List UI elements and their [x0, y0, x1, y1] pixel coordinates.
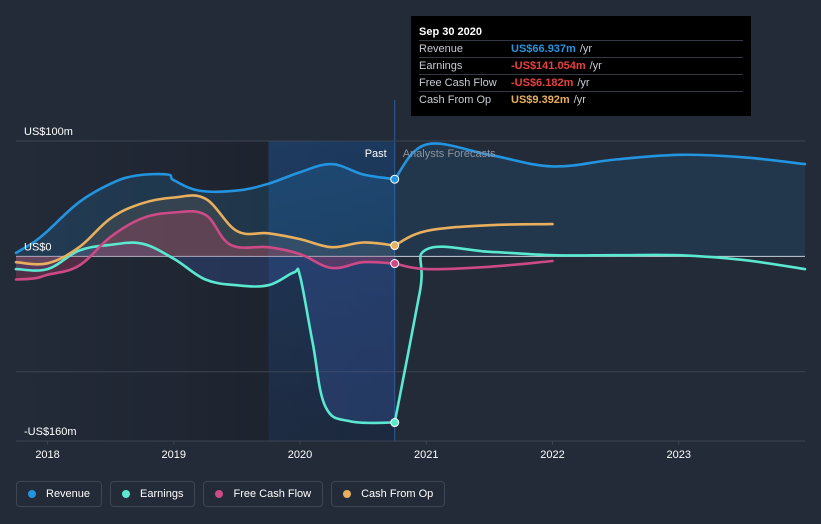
legend-item-free-cash-flow[interactable]: Free Cash Flow [203, 481, 324, 507]
series-lines [14, 142, 807, 425]
legend-item-cash-from-op[interactable]: Cash From Op [331, 481, 446, 507]
tooltip-row-cash-from-op: Cash From Op US$9.392m /yr [419, 91, 743, 108]
highlight-band [268, 141, 395, 441]
legend: Revenue Earnings Free Cash Flow Cash Fro… [16, 481, 446, 507]
data-point-earnings [390, 418, 400, 428]
series-markers [390, 174, 400, 428]
tooltip: Sep 30 2020 Revenue US$66.937m /yr Earni… [411, 16, 751, 116]
tooltip-value: -US$141.054m [511, 60, 586, 72]
area-revenue [16, 164, 395, 257]
data-point-revenue [390, 174, 400, 184]
legend-label: Earnings [140, 488, 184, 500]
legend-label: Free Cash Flow [233, 488, 312, 500]
tooltip-value: -US$6.182m [511, 77, 574, 89]
legend-dot-icon [122, 490, 131, 498]
series-line-revenue [14, 162, 396, 255]
tooltip-label: Earnings [419, 60, 463, 72]
tooltip-unit: /yr [573, 94, 586, 106]
legend-label: Revenue [46, 488, 91, 500]
y-tick-label: -US$160m [24, 426, 77, 438]
area-free-cash-flow [16, 211, 395, 280]
legend-label: Cash From Op [361, 488, 434, 500]
tooltip-row-free-cash-flow: Free Cash Flow -US$6.182m /yr [419, 74, 743, 91]
series-line-cash-from-op [14, 194, 396, 266]
x-tick-label: 2021 [414, 449, 438, 461]
x-tick-label: 2022 [540, 449, 564, 461]
series-line-earnings-forecast [393, 245, 807, 424]
legend-dot-icon [28, 490, 36, 498]
data-point-cash-from-op [390, 241, 400, 251]
tooltip-value: US$66.937m [511, 43, 576, 55]
legend-item-earnings[interactable]: Earnings [110, 481, 196, 507]
series-line-free-cash-flow [14, 209, 396, 281]
data-point-free-cash-flow [390, 259, 400, 269]
series-line-cash-from-op-forecast [393, 222, 554, 247]
y-tick-label: US$100m [24, 126, 73, 138]
area-cash-from-op [16, 195, 395, 265]
forecast-label: Analysts Forecasts [403, 148, 496, 160]
legend-dot-icon [215, 490, 224, 498]
tooltip-label: Revenue [419, 43, 464, 55]
tooltip-label: Free Cash Flow [419, 77, 497, 89]
tooltip-row-earnings: Earnings -US$141.054m /yr [419, 57, 743, 74]
tooltip-row-revenue: Revenue US$66.937m /yr [419, 40, 743, 57]
tooltip-value: US$9.392m [511, 94, 570, 106]
x-tick-label: 2018 [35, 449, 59, 461]
x-tick-label: 2020 [288, 449, 312, 461]
y-tick-label: US$0 [24, 241, 52, 253]
tooltip-unit: /yr [589, 60, 602, 72]
series-line-earnings [14, 241, 396, 425]
grid [16, 140, 805, 445]
tooltip-label: Cash From Op [419, 94, 492, 106]
area-revenue-forecast [394, 143, 805, 257]
legend-dot-icon [343, 490, 352, 498]
axis-labels: US$100m US$0 -US$160m 2018 2019 2020 2021 2022 2… [24, 126, 691, 461]
legend-item-revenue[interactable]: Revenue [16, 481, 103, 507]
tooltip-unit: /yr [579, 43, 593, 55]
past-label: Past [365, 148, 387, 160]
tooltip-unit: /yr [577, 77, 590, 89]
x-tick-label: 2019 [162, 449, 186, 461]
tooltip-date: Sep 30 2020 [419, 26, 482, 38]
series-line-revenue-forecast [393, 142, 807, 181]
series-line-free-cash-flow-forecast [393, 259, 554, 271]
x-tick-label: 2023 [667, 449, 691, 461]
